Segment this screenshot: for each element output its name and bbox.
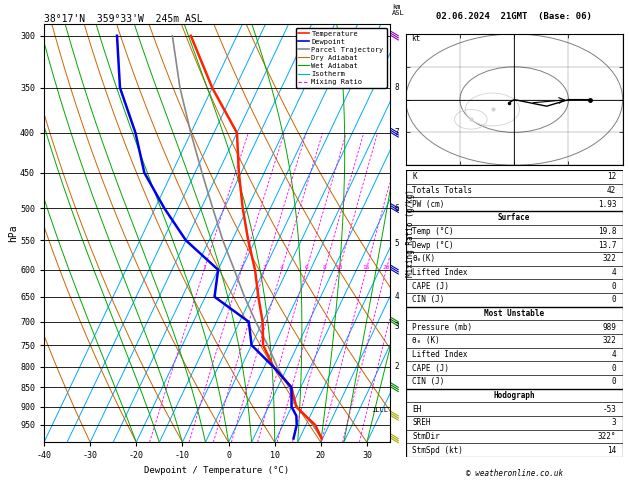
Text: Mixing Ratio (g/kg): Mixing Ratio (g/kg) [406, 190, 415, 277]
Text: © weatheronline.co.uk: © weatheronline.co.uk [465, 469, 563, 478]
Text: CIN (J): CIN (J) [412, 295, 445, 304]
Text: 4: 4 [611, 350, 616, 359]
Text: 8: 8 [323, 265, 326, 270]
Text: 989: 989 [603, 323, 616, 331]
Text: K: K [412, 173, 417, 181]
Text: 2: 2 [394, 363, 399, 371]
Text: Dewp (°C): Dewp (°C) [412, 241, 454, 250]
Text: 10: 10 [335, 265, 343, 270]
Text: 0: 0 [611, 377, 616, 386]
Text: EH: EH [412, 404, 421, 414]
Text: StmSpd (kt): StmSpd (kt) [412, 446, 463, 454]
Text: 1LCL: 1LCL [372, 407, 389, 414]
Text: Hodograph: Hodograph [493, 391, 535, 400]
Text: 3: 3 [263, 265, 267, 270]
Text: CAPE (J): CAPE (J) [412, 364, 449, 373]
Text: θₑ(K): θₑ(K) [412, 254, 435, 263]
Text: Most Unstable: Most Unstable [484, 309, 544, 318]
Text: 0: 0 [611, 282, 616, 291]
Text: Surface: Surface [498, 213, 530, 223]
Text: Temp (°C): Temp (°C) [412, 227, 454, 236]
Text: km
ASL: km ASL [392, 4, 405, 16]
Text: 0: 0 [611, 364, 616, 373]
Text: 322: 322 [603, 254, 616, 263]
Text: SREH: SREH [412, 418, 431, 427]
Text: Lifted Index: Lifted Index [412, 268, 468, 277]
Text: Lifted Index: Lifted Index [412, 350, 468, 359]
Text: StmDir: StmDir [412, 432, 440, 441]
Text: 2: 2 [240, 265, 243, 270]
Text: PW (cm): PW (cm) [412, 200, 445, 208]
Text: 5: 5 [394, 239, 399, 248]
Text: 322: 322 [603, 336, 616, 345]
Text: 20: 20 [382, 265, 390, 270]
Legend: Temperature, Dewpoint, Parcel Trajectory, Dry Adiabat, Wet Adiabat, Isotherm, Mi: Temperature, Dewpoint, Parcel Trajectory… [296, 28, 386, 88]
Text: CAPE (J): CAPE (J) [412, 282, 449, 291]
Text: 4: 4 [611, 268, 616, 277]
Text: 322°: 322° [598, 432, 616, 441]
Text: 12: 12 [607, 173, 616, 181]
Text: kt: kt [411, 34, 420, 43]
Text: 0: 0 [611, 295, 616, 304]
Text: 8: 8 [394, 83, 399, 92]
Text: 6: 6 [394, 204, 399, 213]
Text: 6: 6 [304, 265, 308, 270]
Text: 19.8: 19.8 [598, 227, 616, 236]
Text: 7: 7 [394, 128, 399, 138]
Text: 15: 15 [362, 265, 370, 270]
Text: CIN (J): CIN (J) [412, 377, 445, 386]
Text: 3: 3 [394, 322, 399, 331]
Text: 3: 3 [611, 418, 616, 427]
Text: 02.06.2024  21GMT  (Base: 06): 02.06.2024 21GMT (Base: 06) [437, 12, 592, 21]
Text: θₑ (K): θₑ (K) [412, 336, 440, 345]
Text: Totals Totals: Totals Totals [412, 186, 472, 195]
Text: 13.7: 13.7 [598, 241, 616, 250]
Y-axis label: hPa: hPa [9, 225, 19, 242]
Text: 38°17'N  359°33'W  245m ASL: 38°17'N 359°33'W 245m ASL [44, 14, 203, 23]
Text: Pressure (mb): Pressure (mb) [412, 323, 472, 331]
Text: 1.93: 1.93 [598, 200, 616, 208]
Text: -53: -53 [603, 404, 616, 414]
Text: 4: 4 [394, 292, 399, 301]
Text: 42: 42 [607, 186, 616, 195]
Text: 4: 4 [280, 265, 284, 270]
Text: 1: 1 [202, 265, 206, 270]
Text: 14: 14 [607, 446, 616, 454]
X-axis label: Dewpoint / Temperature (°C): Dewpoint / Temperature (°C) [145, 466, 289, 475]
